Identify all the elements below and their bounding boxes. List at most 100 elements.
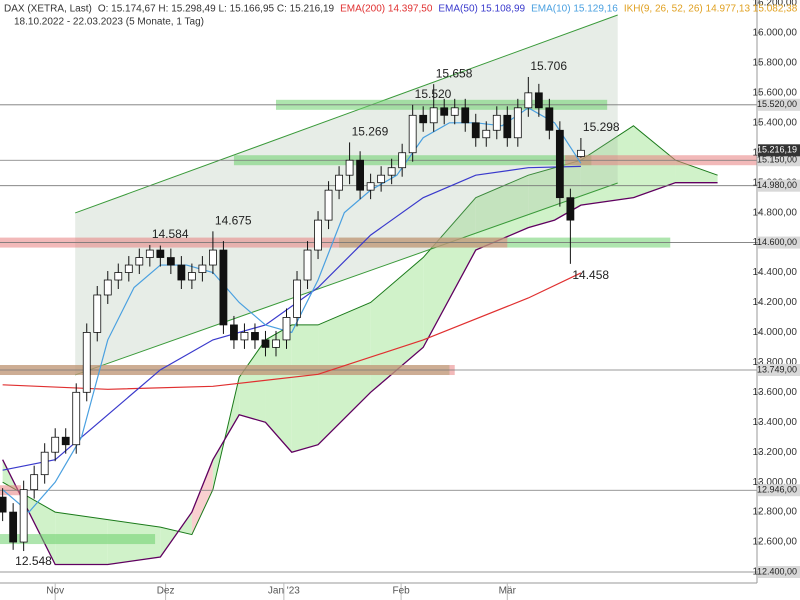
candle-body bbox=[419, 114, 428, 124]
candle-body bbox=[0, 496, 7, 513]
candle-body bbox=[209, 249, 217, 266]
y-tick-label: 16.000,00 bbox=[753, 28, 798, 39]
candle-body bbox=[177, 264, 186, 281]
ema-line bbox=[2, 272, 582, 390]
candle-body bbox=[450, 107, 459, 116]
cloud-segment bbox=[291, 324, 319, 453]
candle-body bbox=[261, 339, 270, 348]
level-tag bbox=[758, 154, 800, 167]
plot-area: 12.548 14.584 14.675 15.269 15.520 15.658 15.7… bbox=[0, 14, 757, 573]
ema-line bbox=[2, 107, 582, 513]
cloud-segment bbox=[675, 160, 718, 183]
candle-body bbox=[503, 114, 512, 139]
candle-body bbox=[61, 436, 70, 446]
y-tick-label: 16.200,00 bbox=[753, 0, 798, 9]
header-symbol: DAX (XETRA, Last) bbox=[4, 4, 92, 15]
candle-body bbox=[534, 92, 543, 109]
candle-body bbox=[545, 107, 554, 131]
candle-body bbox=[124, 264, 133, 273]
candle-body bbox=[513, 107, 522, 139]
candle-body bbox=[166, 257, 175, 266]
y-tick-label: 12.800,00 bbox=[753, 507, 798, 518]
level-tag bbox=[758, 236, 800, 249]
level-tag bbox=[758, 98, 800, 111]
candle-body bbox=[461, 107, 470, 124]
channel-line bbox=[75, 182, 618, 376]
y-tick-label: 15.800,00 bbox=[753, 58, 798, 69]
candle-body bbox=[103, 279, 112, 296]
level-tag-label: 12.400,00 bbox=[757, 566, 797, 576]
axes: 12.400,00 12.600,00 12.800,00 13.000,00 13.2… bbox=[46, 0, 800, 600]
y-tick-label: 13.800,00 bbox=[753, 357, 798, 368]
header-range: 18.10.2022 - 22.03.2023 (5 Monate, 1 Tag… bbox=[14, 17, 204, 28]
candle-body bbox=[251, 332, 259, 341]
candle-body bbox=[576, 149, 585, 157]
level-tag bbox=[758, 484, 800, 497]
cloud-span-b bbox=[2, 182, 718, 566]
cloud-segment bbox=[423, 197, 476, 348]
last-price-tag bbox=[758, 144, 800, 157]
level-tag-label: 15.520,00 bbox=[757, 99, 797, 109]
y-tick-label: 15.600,00 bbox=[753, 87, 798, 98]
candle-body bbox=[272, 339, 280, 348]
candle-body bbox=[366, 182, 375, 191]
candle-body bbox=[93, 294, 102, 333]
annotation: 15.658 bbox=[436, 66, 473, 80]
candle-body bbox=[114, 272, 123, 281]
level-tag-label: 14.600,00 bbox=[757, 237, 797, 247]
x-tick-label: Dez bbox=[157, 586, 175, 597]
level-tag bbox=[758, 364, 800, 377]
last-price-label: 15.216,19 bbox=[757, 145, 797, 155]
annotation: 15.520 bbox=[415, 87, 452, 101]
candle-body bbox=[145, 249, 154, 258]
annotation: 14.458 bbox=[572, 268, 609, 282]
y-tick-label: 14.000,00 bbox=[753, 327, 798, 338]
annotation: 12.548 bbox=[15, 554, 52, 568]
candle-body bbox=[282, 317, 291, 341]
candle-body bbox=[335, 174, 343, 191]
level-tag-label: 13.749,00 bbox=[757, 364, 797, 374]
ema-line bbox=[2, 165, 581, 471]
level-tag-label: 12.946,00 bbox=[757, 485, 797, 495]
candle-body bbox=[387, 167, 396, 176]
candle-body bbox=[40, 451, 49, 476]
header-indicator: EMA(50) 15.108,99 bbox=[438, 4, 525, 15]
candle-body bbox=[135, 257, 144, 266]
candle-body bbox=[9, 511, 18, 543]
candle-body bbox=[566, 197, 575, 221]
candle-body bbox=[30, 474, 39, 491]
candle-body bbox=[198, 264, 207, 273]
candle-body bbox=[19, 489, 28, 543]
level-tag bbox=[758, 179, 800, 192]
annotation: 15.706 bbox=[530, 59, 567, 73]
candle-body bbox=[471, 122, 480, 139]
candle-body bbox=[492, 114, 501, 131]
candle-body bbox=[524, 92, 533, 109]
level-tag-label: 14.980,00 bbox=[757, 180, 797, 190]
y-tick-label: 15.400,00 bbox=[753, 117, 798, 128]
y-tick-label: 13.000,00 bbox=[753, 477, 798, 488]
annotation: 14.584 bbox=[152, 227, 189, 241]
header-indicator: EMA(10) 15.129,16 bbox=[531, 4, 618, 15]
zone bbox=[0, 534, 156, 545]
candle-body bbox=[219, 249, 228, 326]
x-tick-label: Nov bbox=[46, 586, 64, 597]
level-tag bbox=[758, 566, 800, 578]
candle-body bbox=[429, 107, 438, 124]
annotation: 15.269 bbox=[352, 125, 389, 139]
cloud-segment bbox=[265, 324, 292, 453]
header-indicator: IKH(9, 26, 52, 26) 14.977,13 15.082,38 1… bbox=[624, 4, 800, 15]
channel-line bbox=[75, 14, 618, 214]
cloud-segment bbox=[191, 459, 213, 535]
candle-body bbox=[398, 152, 407, 169]
header-indicator: EMA(200) 14.397,50 bbox=[340, 4, 433, 15]
candle-body bbox=[187, 272, 196, 281]
candle-body bbox=[555, 129, 564, 199]
candle-body bbox=[156, 249, 165, 258]
candle-body bbox=[408, 114, 417, 154]
candle-body bbox=[82, 332, 91, 393]
y-tick-label: 13.400,00 bbox=[753, 417, 798, 428]
header: DAX (XETRA, Last) O: 15.174,67 H: 15.298,… bbox=[4, 4, 800, 28]
candle-body bbox=[314, 219, 322, 251]
